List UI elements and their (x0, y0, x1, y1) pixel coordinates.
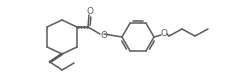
Text: O: O (101, 31, 108, 40)
Text: O: O (161, 29, 168, 38)
Text: O: O (87, 7, 93, 16)
